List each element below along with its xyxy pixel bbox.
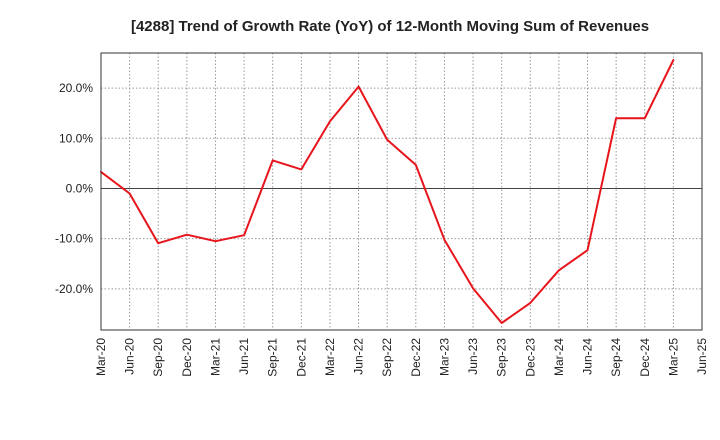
x-tick-label: Dec-20: [180, 338, 194, 377]
y-tick-label: 0.0%: [66, 181, 94, 195]
y-tick-label: 10.0%: [59, 131, 93, 145]
x-tick-label: Jun-23: [466, 338, 480, 375]
y-tick-label: -20.0%: [55, 282, 93, 296]
chart-title: [4288] Trend of Growth Rate (YoY) of 12-…: [131, 18, 649, 35]
plot-area: [101, 53, 702, 330]
x-tick-label: Sep-20: [151, 338, 165, 377]
y-tick-label: -10.0%: [55, 232, 93, 246]
x-tick-label: Jun-21: [237, 338, 251, 375]
plot-frame: [100, 52, 703, 331]
x-tick-label: Mar-23: [437, 338, 451, 376]
x-axis-ticks: Mar-20 Jun-20 Sep-20 Dec-20 Mar-21 Jun-21 Sep-…: [94, 338, 709, 377]
x-tick-label: Sep-24: [609, 338, 623, 377]
x-tick-label: Jun-20: [123, 338, 137, 375]
y-tick-label: 20.0%: [59, 81, 93, 95]
series-line-0: [100, 59, 675, 324]
x-tick-label: Sep-22: [380, 338, 394, 377]
x-tick-label: Mar-25: [666, 338, 680, 376]
grid-lines: [101, 53, 702, 330]
x-tick-label: Dec-24: [638, 338, 652, 377]
x-tick-label: Jun-25: [695, 338, 709, 375]
x-tick-label: Mar-21: [208, 338, 222, 376]
x-tick-label: Mar-24: [552, 338, 566, 376]
x-tick-label: Mar-20: [94, 338, 108, 376]
x-tick-label: Mar-22: [323, 338, 337, 376]
x-tick-label: Dec-23: [523, 338, 537, 377]
x-tick-label: Dec-22: [409, 338, 423, 377]
x-tick-label: Jun-24: [581, 338, 595, 375]
y-axis-ticks: 20.0% 10.0% 0.0% -10.0% -20.0%: [55, 81, 93, 296]
x-tick-label: Sep-21: [266, 338, 280, 377]
x-tick-label: Jun-22: [352, 338, 366, 375]
series-layer: [100, 59, 675, 324]
x-tick-label: Sep-23: [495, 338, 509, 377]
x-tick-label: Dec-21: [294, 338, 308, 377]
